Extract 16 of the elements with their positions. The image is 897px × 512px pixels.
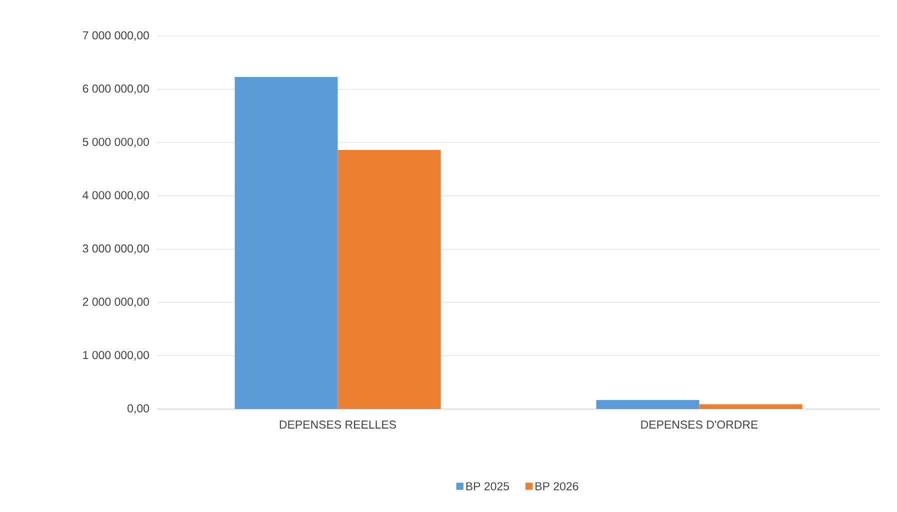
y-tick-label: 1 000 000,00 xyxy=(83,350,149,360)
y-tick-label: 7 000 000,00 xyxy=(82,31,149,41)
legend-label: BP 2026 xyxy=(536,482,578,490)
bar xyxy=(234,77,338,409)
y-tick-label: 6 000 000,00 xyxy=(82,84,149,94)
x-tick-label: DEPENSES REELLES xyxy=(280,420,396,429)
y-tick-label: 2 000 000,00 xyxy=(82,298,149,308)
legend-label: BP 2025 xyxy=(466,482,510,490)
bar xyxy=(338,150,441,409)
bar xyxy=(699,404,802,409)
y-tick-label: 3 000 000,00 xyxy=(82,244,149,254)
y-tick-label: 5 000 000,00 xyxy=(82,138,149,148)
x-tick-label: DEPENSES D'ORDRE xyxy=(641,420,758,429)
bar xyxy=(596,400,700,409)
y-tick-label: 0,00 xyxy=(128,404,150,414)
y-tick-label: 4 000 000,00 xyxy=(82,191,149,201)
